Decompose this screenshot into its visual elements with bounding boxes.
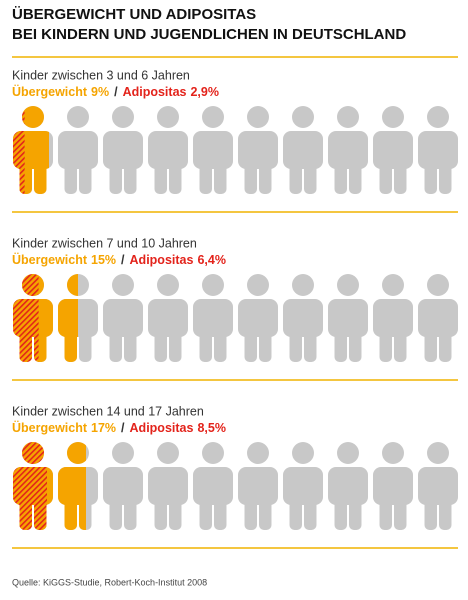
- chart: Kinder zwischen 7 und 10 Jahren Übergewic…: [12, 236, 458, 381]
- source: Quelle: KiGGS-Studie, Robert-Koch-Instit…: [12, 577, 207, 587]
- icon: [193, 106, 233, 194]
- icon: [58, 106, 98, 194]
- chart: Kinder zwischen 3 und 6 Jahren Übergewich…: [12, 68, 458, 213]
- icon: [283, 442, 323, 530]
- icon: [193, 442, 233, 530]
- separator: /: [114, 85, 118, 99]
- icon: [328, 106, 368, 194]
- icon: [238, 274, 278, 362]
- title-line: ÜBERGEWICHT UND ADIPOSITAS: [12, 6, 256, 23]
- icon: [283, 106, 323, 194]
- subtitle: Kinder zwischen 3 und 6 Jahren: [12, 68, 190, 82]
- icon: [283, 274, 323, 362]
- icon: [148, 274, 188, 362]
- legend-name: Übergewicht: [12, 84, 88, 99]
- value-label: 9%: [91, 85, 109, 99]
- legend: Übergewicht 17% / Adipositas 8,5%: [12, 420, 226, 435]
- icon: [193, 274, 233, 362]
- separator: /: [121, 253, 125, 267]
- legend-name: Übergewicht: [12, 252, 88, 267]
- icon: [418, 442, 458, 530]
- value-label: 17%: [91, 421, 116, 435]
- value-label: 2,9%: [190, 85, 219, 99]
- legend-name: Adipositas: [130, 253, 194, 267]
- legend-name: Adipositas: [130, 421, 194, 435]
- title-line: BEI KINDERN UND JUGENDLICHEN IN DEUTSCHL…: [12, 26, 406, 43]
- value-label: 15%: [91, 253, 116, 267]
- icon: [373, 106, 413, 194]
- separator: /: [121, 421, 125, 435]
- icon: [328, 274, 368, 362]
- icon: [328, 442, 368, 530]
- subtitle: Kinder zwischen 7 und 10 Jahren: [12, 236, 197, 250]
- icon: [148, 106, 188, 194]
- icon: [238, 442, 278, 530]
- icon: [103, 106, 143, 194]
- icon: [418, 274, 458, 362]
- icon: [103, 274, 143, 362]
- value-label: 8,5%: [197, 421, 226, 435]
- icon: [148, 442, 188, 530]
- legend-name: Übergewicht: [12, 420, 88, 435]
- legend-name: Adipositas: [123, 85, 187, 99]
- icon: [373, 442, 413, 530]
- icon: [418, 106, 458, 194]
- subtitle: Kinder zwischen 14 und 17 Jahren: [12, 404, 204, 418]
- legend: Übergewicht 15% / Adipositas 6,4%: [12, 252, 226, 267]
- chart: Kinder zwischen 14 und 17 Jahren Übergewi…: [12, 404, 458, 549]
- legend: Übergewicht 9% / Adipositas 2,9%: [12, 84, 219, 99]
- value-label: 6,4%: [197, 253, 226, 267]
- icon: [103, 442, 143, 530]
- icon: [373, 274, 413, 362]
- icon: [238, 106, 278, 194]
